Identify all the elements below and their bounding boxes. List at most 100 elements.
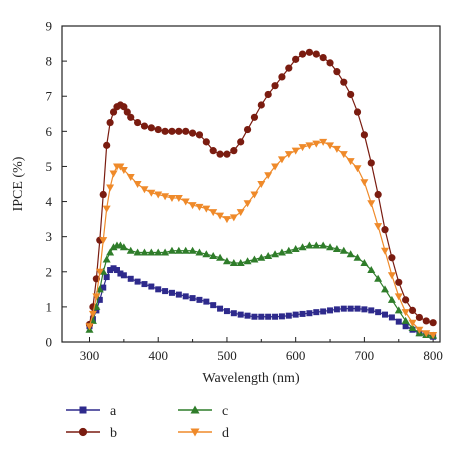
data-point-d: [95, 268, 104, 276]
data-point-a: [96, 296, 103, 303]
x-axis: 300 400 500 600 700 800: [80, 337, 443, 363]
data-point-c: [222, 257, 231, 265]
data-point-a: [258, 313, 265, 320]
data-point-a: [117, 270, 124, 277]
data-point-a: [189, 295, 196, 302]
legend-label: c: [222, 404, 228, 419]
data-point-c: [209, 251, 218, 259]
data-point-b: [154, 125, 162, 134]
data-point-b: [140, 122, 149, 130]
data-point-a: [340, 305, 347, 312]
data-point-c: [284, 246, 293, 254]
legend-item-c: c: [178, 404, 228, 419]
data-point-a: [368, 307, 375, 314]
data-point-c: [147, 248, 156, 256]
data-point-a: [162, 288, 169, 295]
data-point-b: [109, 108, 118, 116]
data-point-a: [182, 293, 189, 300]
data-point-a: [306, 310, 313, 317]
data-point-b: [381, 226, 389, 234]
series-a: [86, 265, 437, 340]
x-axis-title: Wavelength (nm): [202, 371, 300, 386]
legend-item-d: d: [178, 426, 229, 441]
data-point-b: [360, 131, 368, 139]
data-point-d: [85, 323, 94, 331]
data-point-d: [229, 214, 238, 222]
data-point-c: [353, 253, 362, 261]
data-point-b: [374, 190, 382, 199]
data-point-c: [106, 248, 115, 256]
data-point-b: [209, 147, 217, 155]
data-point-a: [388, 314, 395, 321]
data-point-d: [271, 163, 280, 171]
data-point-c: [264, 251, 273, 259]
data-point-d: [422, 330, 431, 338]
data-point-b: [312, 50, 320, 58]
data-point-b: [175, 127, 183, 135]
series-line-d: [88, 141, 434, 336]
data-point-a: [361, 306, 368, 313]
data-point-d: [167, 195, 176, 203]
data-point-b: [319, 54, 327, 62]
y-axis-title: IPCE (%): [11, 156, 26, 211]
data-point-c: [195, 248, 204, 256]
legend-marker: [190, 405, 200, 414]
y-axis: 0 1 2 3 4 5 6 7 8 9: [46, 19, 67, 350]
series-d: [85, 138, 438, 339]
legend: ab cd: [66, 404, 229, 441]
data-point-a: [402, 323, 409, 330]
data-point-c: [374, 274, 383, 282]
data-point-c: [271, 250, 280, 258]
data-point-d: [429, 331, 438, 339]
data-point-a: [113, 267, 120, 274]
y-tick-label: 9: [46, 19, 53, 34]
data-point-a: [299, 310, 306, 317]
data-point-d: [154, 191, 163, 199]
data-point-b: [123, 108, 131, 116]
data-point-c: [257, 253, 266, 261]
data-point-b: [106, 118, 114, 127]
data-point-c: [181, 246, 190, 254]
data-point-b: [271, 82, 279, 90]
data-point-a: [244, 312, 251, 319]
data-point-a: [127, 275, 134, 282]
data-point-d: [243, 200, 252, 208]
data-point-b: [223, 150, 231, 158]
data-point-d: [161, 193, 170, 201]
data-point-a: [230, 310, 237, 317]
data-point-a: [93, 307, 100, 314]
data-point-b: [243, 125, 252, 134]
data-point-c: [360, 259, 369, 266]
data-point-a: [217, 305, 224, 312]
data-point-c: [277, 248, 286, 256]
x-tick-label: 400: [148, 348, 168, 363]
data-point-d: [408, 319, 417, 327]
data-point-d: [415, 326, 424, 334]
y-tick-label: 4: [46, 194, 53, 209]
data-point-d: [216, 212, 225, 220]
legend-marker: [79, 406, 87, 414]
data-point-b: [103, 141, 111, 149]
data-point-d: [126, 173, 135, 181]
data-point-b: [395, 278, 403, 286]
data-point-c: [401, 316, 410, 324]
data-point-b: [230, 147, 238, 155]
data-point-c: [250, 255, 259, 263]
x-tick-label: 300: [80, 348, 100, 363]
legend-marker: [78, 427, 88, 437]
y-tick-label: 0: [46, 335, 53, 350]
data-point-c: [243, 257, 252, 265]
data-point-a: [196, 296, 203, 303]
data-point-d: [92, 293, 101, 301]
data-point-b: [292, 55, 300, 63]
data-point-a: [285, 312, 292, 319]
y-tick-label: 3: [46, 229, 53, 244]
data-point-a: [110, 265, 117, 272]
data-point-d: [99, 237, 108, 245]
data-point-b: [353, 108, 362, 116]
y-tick-label: 1: [46, 299, 53, 314]
data-point-a: [347, 305, 354, 312]
data-point-d: [209, 209, 218, 217]
data-point-b: [422, 317, 430, 325]
series-line-a: [88, 267, 434, 338]
